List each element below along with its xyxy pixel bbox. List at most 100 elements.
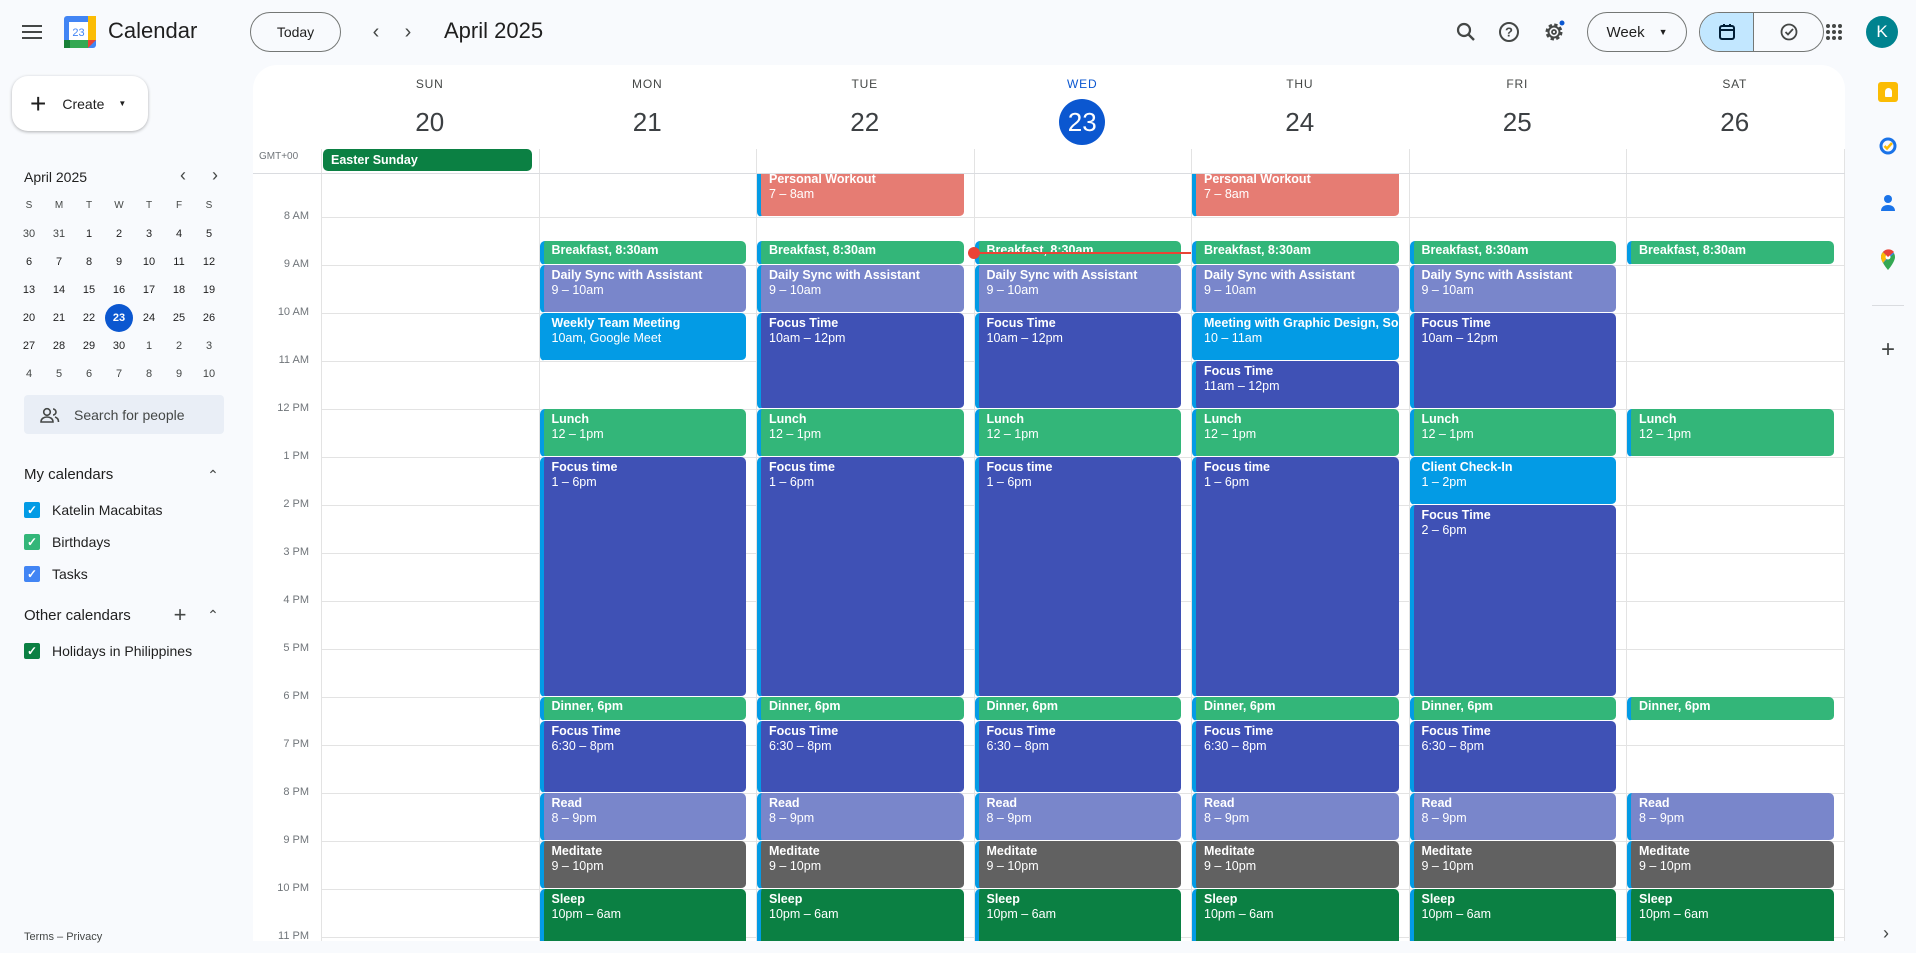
mini-cal-day[interactable]: 30 xyxy=(112,340,126,352)
mini-cal-day[interactable]: 4 xyxy=(25,368,33,380)
calendar-event[interactable]: Focus Time 11am – 12pm xyxy=(1192,361,1399,409)
mini-cal-day[interactable]: 8 xyxy=(145,368,153,380)
calendar-event[interactable]: Read 8 – 9pm xyxy=(1192,793,1399,841)
mini-cal-day[interactable]: 28 xyxy=(52,340,66,352)
checkbox-checked-icon[interactable]: ✓ xyxy=(24,643,40,659)
mini-cal-day[interactable]: 26 xyxy=(202,312,216,324)
calendar-event[interactable]: Focus Time 10am – 12pm xyxy=(757,313,964,409)
calendar-event[interactable]: Focus time 1 – 6pm xyxy=(757,457,964,697)
calendar-event[interactable]: Focus time 1 – 6pm xyxy=(539,457,746,697)
view-selector[interactable]: Week ▼ xyxy=(1587,12,1687,52)
day-number[interactable]: 22 xyxy=(850,107,880,137)
calendar-item[interactable]: ✓ Tasks xyxy=(24,566,88,582)
calendar-event[interactable]: Read 8 – 9pm xyxy=(539,793,746,841)
day-header[interactable]: SAT 26 xyxy=(1626,65,1844,145)
calendar-event[interactable]: Daily Sync with Assistant 9 – 10am xyxy=(539,265,746,313)
mini-cal-day[interactable]: 6 xyxy=(85,368,93,380)
calendar-view-toggle[interactable] xyxy=(1700,13,1754,51)
calendar-event[interactable]: Focus Time 10am – 12pm xyxy=(1409,313,1616,409)
calendar-event[interactable]: Meditate 9 – 10pm xyxy=(757,841,964,889)
calendar-event[interactable]: Focus Time 6:30 – 8pm xyxy=(1409,721,1616,793)
calendar-event[interactable]: Meditate 9 – 10pm xyxy=(974,841,1181,889)
mini-cal-day[interactable]: 8 xyxy=(85,256,93,268)
calendar-event[interactable]: Meeting with Graphic Design, Social Medi… xyxy=(1192,313,1399,361)
calendar-event[interactable]: Sleep 10pm – 6am xyxy=(757,889,964,941)
settings-button[interactable] xyxy=(1534,12,1574,52)
mini-cal-day[interactable]: 14 xyxy=(52,284,66,296)
calendar-event[interactable]: Focus Time 6:30 – 8pm xyxy=(539,721,746,793)
calendar-event[interactable]: Read 8 – 9pm xyxy=(757,793,964,841)
calendar-event[interactable]: Daily Sync with Assistant 9 – 10am xyxy=(1192,265,1399,313)
mini-cal-day[interactable]: 27 xyxy=(22,340,36,352)
mini-cal-next-button[interactable]: › xyxy=(197,157,233,193)
search-people-input[interactable]: Search for people xyxy=(24,395,224,434)
mini-cal-day[interactable]: 18 xyxy=(172,284,186,296)
calendar-event[interactable]: Dinner, 6pm xyxy=(1409,697,1616,721)
calendar-event[interactable]: Breakfast, 8:30am xyxy=(1627,241,1834,265)
day-header[interactable]: WED 23 xyxy=(974,65,1192,145)
day-header[interactable]: FRI 25 xyxy=(1409,65,1627,145)
mini-cal-day[interactable]: 15 xyxy=(82,284,96,296)
mini-cal-prev-button[interactable]: ‹ xyxy=(165,157,201,193)
keep-icon[interactable] xyxy=(1878,82,1898,102)
mini-cal-day[interactable]: 11 xyxy=(173,256,185,268)
calendar-event[interactable]: Sleep 10pm – 6am xyxy=(1627,889,1834,941)
calendar-event[interactable]: Dinner, 6pm xyxy=(1627,697,1834,721)
calendar-event[interactable]: Daily Sync with Assistant 9 – 10am xyxy=(974,265,1181,313)
mini-cal-day[interactable]: 30 xyxy=(22,228,36,240)
mini-cal-day[interactable]: 21 xyxy=(52,312,66,324)
calendar-event[interactable]: Meditate 9 – 10pm xyxy=(1192,841,1399,889)
mini-cal-day[interactable]: 9 xyxy=(175,368,183,380)
mini-cal-day[interactable]: 2 xyxy=(115,228,123,240)
calendar-event[interactable]: Focus Time 2 – 6pm xyxy=(1409,505,1616,697)
terms-link[interactable]: Terms xyxy=(24,931,54,943)
other-calendars-heading[interactable]: Other calendars xyxy=(24,607,131,624)
mini-cal-day[interactable]: 7 xyxy=(55,256,63,268)
calendar-event[interactable]: Personal Workout 7 – 8am xyxy=(1192,174,1399,217)
calendar-event[interactable]: Breakfast, 8:30am xyxy=(539,241,746,265)
calendar-event[interactable]: Sleep 10pm – 6am xyxy=(974,889,1181,941)
get-add-ons-button[interactable]: + xyxy=(1868,330,1908,370)
calendar-event[interactable]: Lunch 12 – 1pm xyxy=(757,409,964,457)
calendar-event[interactable]: Dinner, 6pm xyxy=(974,697,1181,721)
mini-cal-day[interactable]: 10 xyxy=(142,256,156,268)
mini-cal-day[interactable]: 23 xyxy=(105,304,133,332)
calendar-event[interactable]: Lunch 12 – 1pm xyxy=(1192,409,1399,457)
calendar-event[interactable]: Lunch 12 – 1pm xyxy=(1627,409,1834,457)
checkbox-checked-icon[interactable]: ✓ xyxy=(24,502,40,518)
calendar-event[interactable]: Daily Sync with Assistant 9 – 10am xyxy=(757,265,964,313)
calendar-event[interactable]: Focus Time 6:30 – 8pm xyxy=(757,721,964,793)
mini-cal-day[interactable]: 25 xyxy=(172,312,186,324)
calendar-event[interactable]: Lunch 12 – 1pm xyxy=(1409,409,1616,457)
calendar-event[interactable]: Sleep 10pm – 6am xyxy=(1409,889,1616,941)
mini-cal-day[interactable]: 3 xyxy=(205,340,213,352)
my-calendars-heading[interactable]: My calendars xyxy=(24,466,114,483)
mini-cal-day[interactable]: 24 xyxy=(142,312,156,324)
calendar-event[interactable]: Focus Time 6:30 – 8pm xyxy=(974,721,1181,793)
day-number[interactable]: 25 xyxy=(1502,107,1532,137)
mini-cal-day[interactable]: 4 xyxy=(175,228,183,240)
mini-cal-day[interactable]: 17 xyxy=(142,284,156,296)
mini-cal-day[interactable]: 6 xyxy=(25,256,33,268)
calendar-event[interactable]: Meditate 9 – 10pm xyxy=(539,841,746,889)
calendar-item[interactable]: ✓ Birthdays xyxy=(24,534,110,550)
collapse-my-calendars-button[interactable]: ⌃ xyxy=(193,455,233,495)
day-header[interactable]: MON 21 xyxy=(539,65,757,145)
mini-cal-day[interactable]: 29 xyxy=(82,340,96,352)
add-other-calendar-button[interactable]: + xyxy=(160,595,200,635)
calendar-event[interactable]: Read 8 – 9pm xyxy=(1627,793,1834,841)
next-week-button[interactable]: › xyxy=(388,12,428,52)
calendar-event[interactable]: Dinner, 6pm xyxy=(539,697,746,721)
mini-cal-day[interactable]: 2 xyxy=(175,340,183,352)
mini-cal-day[interactable]: 22 xyxy=(82,312,96,324)
calendar-event[interactable]: Sleep 10pm – 6am xyxy=(539,889,746,941)
calendar-event[interactable]: Lunch 12 – 1pm xyxy=(974,409,1181,457)
mini-cal-day[interactable]: 19 xyxy=(202,284,216,296)
day-number[interactable]: 23 xyxy=(1059,99,1106,145)
mini-cal-day[interactable]: 3 xyxy=(145,228,153,240)
calendar-event[interactable]: Read 8 – 9pm xyxy=(974,793,1181,841)
calendar-event[interactable]: Daily Sync with Assistant 9 – 10am xyxy=(1409,265,1616,313)
mini-cal-day[interactable]: 5 xyxy=(205,228,213,240)
google-apps-button[interactable] xyxy=(1814,12,1854,52)
